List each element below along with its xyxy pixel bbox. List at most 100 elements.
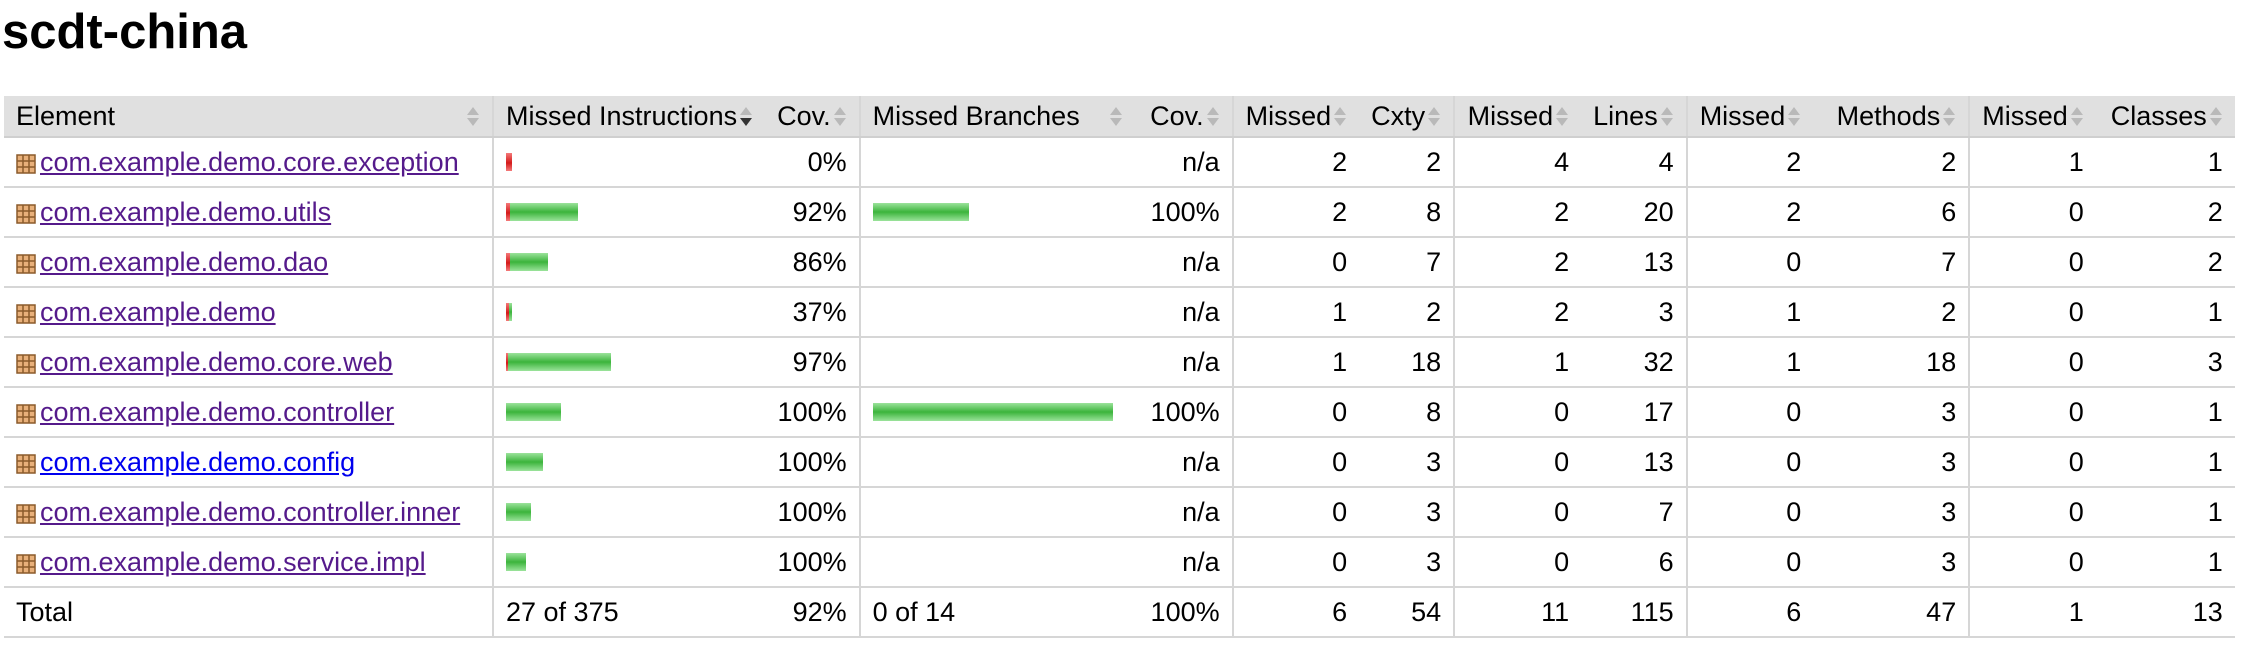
package-link[interactable]: com.example.demo.utils [40, 196, 332, 227]
table-row: com.example.demo.config 100% n/a 0 3 0 13 0 3 0 1 [4, 437, 2235, 488]
sort-header-cov-instructions[interactable]: Cov. [765, 96, 860, 138]
missed-classes: 0 [1968, 337, 2096, 388]
total-branches: 0 of 14 [858, 587, 1135, 638]
methods: 18 [1813, 337, 1970, 388]
missed-classes: 0 [1968, 187, 2096, 238]
sort-header-missed-methods[interactable]: Missed [1685, 96, 1814, 138]
element-cell: com.example.demo.core.web [4, 337, 493, 388]
total-row: Total 27 of 375 92% 0 of 14 100% 6 54 11… [4, 587, 2235, 638]
covered-instructions-bar-green [506, 403, 561, 421]
package-link[interactable]: com.example.demo.dao [40, 246, 329, 277]
table-row: com.example.demo.core.web 97% n/a 1 18 1 32 1 18… [4, 337, 2235, 388]
classes: 3 [2095, 337, 2235, 388]
branches-coverage-bar [873, 353, 1123, 371]
lines: 17 [1581, 387, 1687, 438]
methods: 2 [1813, 287, 1970, 338]
branches-coverage-bar [873, 553, 1123, 571]
sort-header-element[interactable]: Element [4, 96, 493, 138]
element-cell: com.example.demo.config [4, 437, 493, 488]
missed-branches-bar-cell [858, 337, 1135, 388]
header-label: Cxty [1371, 100, 1426, 131]
covered-instructions-bar-green [506, 453, 543, 471]
sort-header-missed-classes[interactable]: Missed [1968, 96, 2096, 138]
cxty: 3 [1359, 537, 1455, 588]
lines: 7 [1581, 487, 1687, 538]
package-link[interactable]: com.example.demo.controller [40, 396, 395, 427]
element-cell: com.example.demo.controller.inner [4, 487, 493, 538]
missed-instructions-bar-cell [491, 137, 766, 188]
instructions-cov: 100% [765, 437, 860, 488]
covered-instructions-bar-green [508, 353, 611, 371]
lines: 13 [1581, 237, 1687, 288]
missed-methods: 0 [1685, 237, 1814, 288]
missed-methods: 1 [1685, 337, 1814, 388]
instructions-coverage-bar [506, 153, 753, 171]
missed-methods: 0 [1685, 487, 1814, 538]
header-label: Missed [1245, 100, 1332, 131]
missed-lines: 0 [1453, 487, 1582, 538]
package-link[interactable]: com.example.demo.controller.inner [40, 496, 461, 527]
sort-header-missed-lines[interactable]: Missed [1453, 96, 1582, 138]
sort-header-classes[interactable]: Classes [2095, 96, 2235, 138]
branches-coverage-bar [873, 303, 1123, 321]
methods: 6 [1813, 187, 1970, 238]
methods: 2 [1813, 137, 1970, 188]
branches-cov: n/a [1134, 487, 1233, 538]
total-cxty: 54 [1359, 587, 1455, 638]
lines: 6 [1581, 537, 1687, 588]
missed-cxty: 1 [1231, 337, 1360, 388]
instructions-coverage-bar [506, 303, 753, 321]
package-icon [16, 550, 36, 574]
missed-methods: 1 [1685, 287, 1814, 338]
sort-header-missed-branches[interactable]: Missed Branches [858, 96, 1135, 138]
package-link[interactable]: com.example.demo.config [40, 446, 356, 477]
branches-cov: 100% [1134, 187, 1233, 238]
missed-branches-bar-cell [858, 187, 1135, 238]
total-classes: 13 [2095, 587, 2235, 638]
instructions-cov: 37% [765, 287, 860, 338]
total-instructions: 27 of 375 [491, 587, 766, 638]
package-link[interactable]: com.example.demo [40, 296, 276, 327]
missed-branches-bar-cell [858, 137, 1135, 188]
missed-cxty: 2 [1231, 187, 1360, 238]
sort-header-missed-cxty[interactable]: Missed [1231, 96, 1360, 138]
missed-instructions-bar-cell [491, 487, 766, 538]
table-row: com.example.demo.controller.inner 100% n/a… [4, 487, 2235, 538]
element-cell: com.example.demo [4, 287, 493, 338]
missed-instructions-bar-red [506, 303, 509, 321]
instructions-coverage-bar [506, 353, 753, 371]
sort-header-cxty[interactable]: Cxty [1359, 96, 1455, 138]
header-label: Missed Branches [872, 100, 1080, 131]
total-label: Total [4, 587, 493, 638]
header-label: Missed [1467, 100, 1554, 131]
total-lines: 115 [1581, 587, 1687, 638]
sort-desc-icon [739, 106, 753, 128]
branches-coverage-bar [873, 453, 1123, 471]
missed-methods: 0 [1685, 387, 1814, 438]
missed-branches-bar-cell [858, 237, 1135, 288]
sort-header-cov-branches[interactable]: Cov. [1134, 96, 1233, 138]
package-icon [16, 500, 36, 524]
element-cell: com.example.demo.service.impl [4, 537, 493, 588]
sort-header-methods[interactable]: Methods [1813, 96, 1970, 138]
branches-cov: 100% [1134, 387, 1233, 438]
missed-lines: 4 [1453, 137, 1582, 188]
missed-methods: 0 [1685, 537, 1814, 588]
sort-header-missed-instructions[interactable]: Missed Instructions [491, 96, 766, 138]
methods: 3 [1813, 487, 1970, 538]
sort-header-lines[interactable]: Lines [1581, 96, 1687, 138]
missed-branches-bar-cell [858, 537, 1135, 588]
total-branch-cov: 100% [1134, 587, 1233, 638]
lines: 4 [1581, 137, 1687, 188]
package-link[interactable]: com.example.demo.core.web [40, 346, 393, 377]
classes: 1 [2095, 287, 2235, 338]
element-cell: com.example.demo.controller [4, 387, 493, 438]
missed-methods: 2 [1685, 187, 1814, 238]
package-link[interactable]: com.example.demo.core.exception [40, 146, 459, 177]
missed-instructions-bar-red [506, 203, 510, 221]
package-link[interactable]: com.example.demo.service.impl [40, 546, 426, 577]
sort-icon [1942, 106, 1956, 128]
branches-coverage-bar [873, 153, 1123, 171]
missed-lines: 2 [1453, 237, 1582, 288]
missed-cxty: 1 [1231, 287, 1360, 338]
